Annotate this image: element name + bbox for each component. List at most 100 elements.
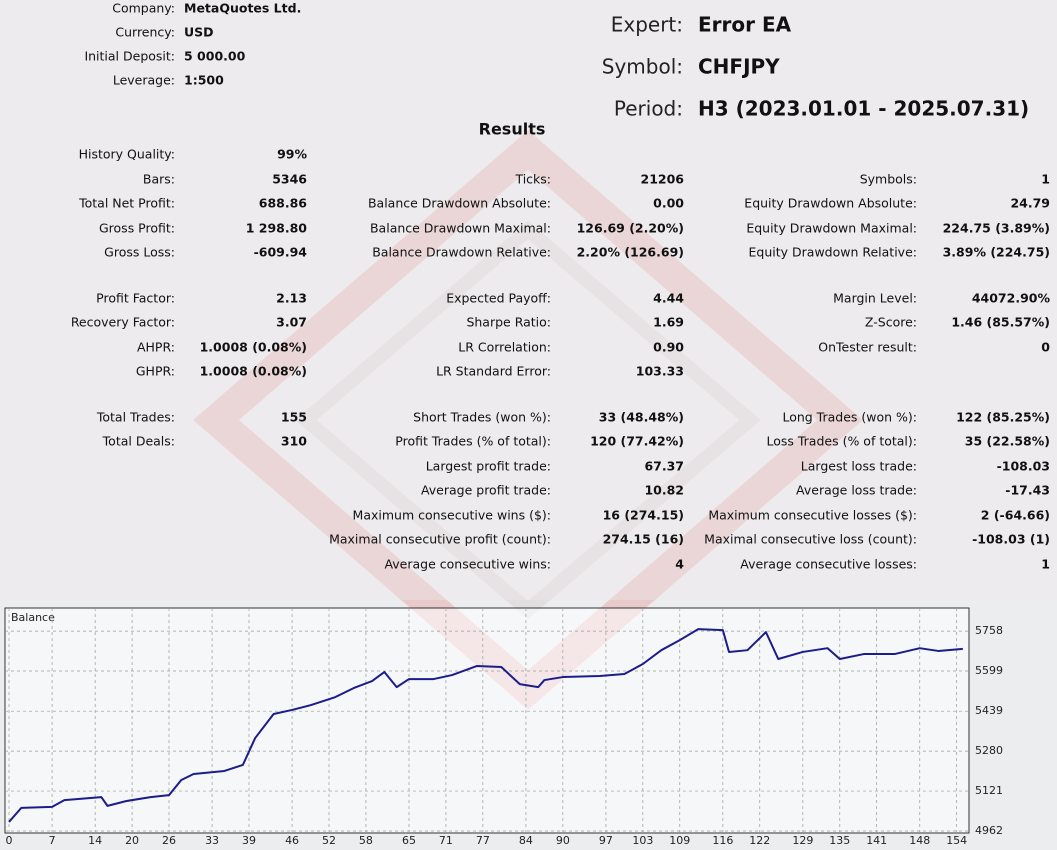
result-value: 10.82 — [644, 483, 684, 498]
result-label: History Quality: — [79, 147, 175, 162]
x-tick-label: 84 — [519, 834, 533, 847]
result-value: 688.86 — [259, 196, 308, 211]
info-value: MetaQuotes Ltd. — [184, 1, 301, 16]
result-label: Average loss trade: — [796, 483, 917, 498]
result-value: 0 — [1041, 340, 1050, 355]
result-value: 0.90 — [653, 340, 684, 355]
chart-title: Balance — [11, 611, 55, 624]
result-value: 16 (274.15) — [603, 508, 684, 523]
x-tick-label: 97 — [599, 834, 613, 847]
result-label: Total Trades: — [96, 410, 175, 425]
result-value: 1 298.80 — [246, 221, 308, 236]
result-value: 1.46 (85.57%) — [951, 315, 1050, 330]
y-tick-label: 5280 — [975, 744, 1003, 757]
x-tick-label: 14 — [88, 834, 102, 847]
result-label: LR Correlation: — [458, 340, 551, 355]
result-value: 4.44 — [653, 291, 684, 306]
result-value: 1.0008 (0.08%) — [200, 340, 307, 355]
result-value: 274.15 (16) — [603, 532, 684, 547]
result-label: Short Trades (won %): — [413, 410, 551, 425]
result-label: Maximum consecutive losses ($): — [708, 508, 917, 523]
result-value: 310 — [281, 434, 307, 449]
result-value: 103.33 — [636, 364, 684, 379]
chart-frame — [4, 607, 970, 834]
result-value: 155 — [281, 410, 307, 425]
info-label: Leverage: — [113, 73, 175, 88]
result-label: Balance Drawdown Relative: — [372, 245, 551, 260]
result-value: 5346 — [272, 172, 307, 187]
result-value: 224.75 (3.89%) — [943, 221, 1050, 236]
result-label: Profit Trades (% of total): — [395, 434, 551, 449]
x-tick-label: 20 — [125, 834, 139, 847]
x-tick-label: 77 — [476, 834, 490, 847]
expert-value: Error EA — [698, 13, 792, 37]
result-label: Balance Drawdown Maximal: — [370, 221, 551, 236]
balance-line — [8, 628, 963, 823]
result-label: Maximal consecutive loss (count): — [704, 532, 917, 547]
result-value: 3.89% (224.75) — [943, 245, 1050, 260]
x-tick-label: 71 — [439, 834, 453, 847]
result-label: Expected Payoff: — [446, 291, 551, 306]
info-value: USD — [184, 25, 214, 40]
result-value: 0.00 — [653, 196, 684, 211]
result-label: Average consecutive wins: — [384, 557, 551, 572]
expert-label: Expert: — [611, 13, 683, 37]
x-tick-label: 135 — [829, 834, 850, 847]
result-value: 44072.90% — [972, 291, 1051, 306]
result-value: 1 — [1041, 172, 1050, 187]
result-label: Loss Trades (% of total): — [766, 434, 917, 449]
result-label: Symbols: — [860, 172, 917, 187]
y-tick-label: 5439 — [975, 704, 1003, 717]
info-label: Currency: — [115, 25, 175, 40]
result-value: 33 (48.48%) — [599, 410, 684, 425]
y-tick-label: 5758 — [975, 624, 1003, 637]
result-value: 120 (77.42%) — [590, 434, 684, 449]
result-label: Maximal consecutive profit (count): — [329, 532, 551, 547]
x-tick-label: 129 — [792, 834, 813, 847]
info-value: 1:500 — [184, 73, 224, 88]
result-value: -609.94 — [254, 245, 308, 260]
x-tick-label: 122 — [749, 834, 770, 847]
x-tick-label: 148 — [909, 834, 930, 847]
y-tick-label: 4962 — [975, 824, 1003, 837]
x-tick-label: 52 — [322, 834, 336, 847]
result-value: 67.37 — [644, 459, 684, 474]
x-tick-label: 109 — [669, 834, 690, 847]
result-value: -17.43 — [1005, 483, 1050, 498]
result-label: Ticks: — [514, 172, 551, 187]
x-tick-label: 141 — [866, 834, 887, 847]
x-tick-label: 7 — [49, 834, 56, 847]
result-value: 3.07 — [276, 315, 307, 330]
result-value: 2 (-64.66) — [981, 508, 1050, 523]
result-value: 99% — [277, 147, 307, 162]
x-tick-label: 26 — [162, 834, 176, 847]
expert-value: H3 (2023.01.01 - 2025.07.31) — [698, 97, 1029, 121]
result-value: 24.79 — [1010, 196, 1050, 211]
info-label: Initial Deposit: — [84, 49, 175, 64]
result-value: 2.13 — [276, 291, 307, 306]
result-label: Maximum consecutive wins ($): — [353, 508, 551, 523]
result-label: Margin Level: — [833, 291, 917, 306]
background-art — [193, 130, 863, 710]
result-value: 2.20% (126.69) — [577, 245, 684, 260]
info-value: 5 000.00 — [184, 49, 246, 64]
result-label: Average profit trade: — [421, 483, 551, 498]
result-label: Long Trades (won %): — [782, 410, 917, 425]
result-label: OnTester result: — [818, 340, 917, 355]
result-label: Sharpe Ratio: — [466, 315, 551, 330]
result-value: -108.03 — [997, 459, 1050, 474]
result-label: Total Deals: — [102, 434, 175, 449]
result-value: 122 (85.25%) — [956, 410, 1050, 425]
result-value: 4 — [675, 557, 684, 572]
result-label: AHPR: — [137, 340, 175, 355]
result-value: -108.03 (1) — [972, 532, 1050, 547]
result-value: 35 (22.58%) — [965, 434, 1050, 449]
result-label: Equity Drawdown Maximal: — [746, 221, 917, 236]
results-title: Results — [479, 120, 546, 139]
x-tick-label: 58 — [359, 834, 373, 847]
result-label: Profit Factor: — [96, 291, 175, 306]
result-label: Average consecutive losses: — [740, 557, 917, 572]
result-label: Equity Drawdown Relative: — [749, 245, 917, 260]
